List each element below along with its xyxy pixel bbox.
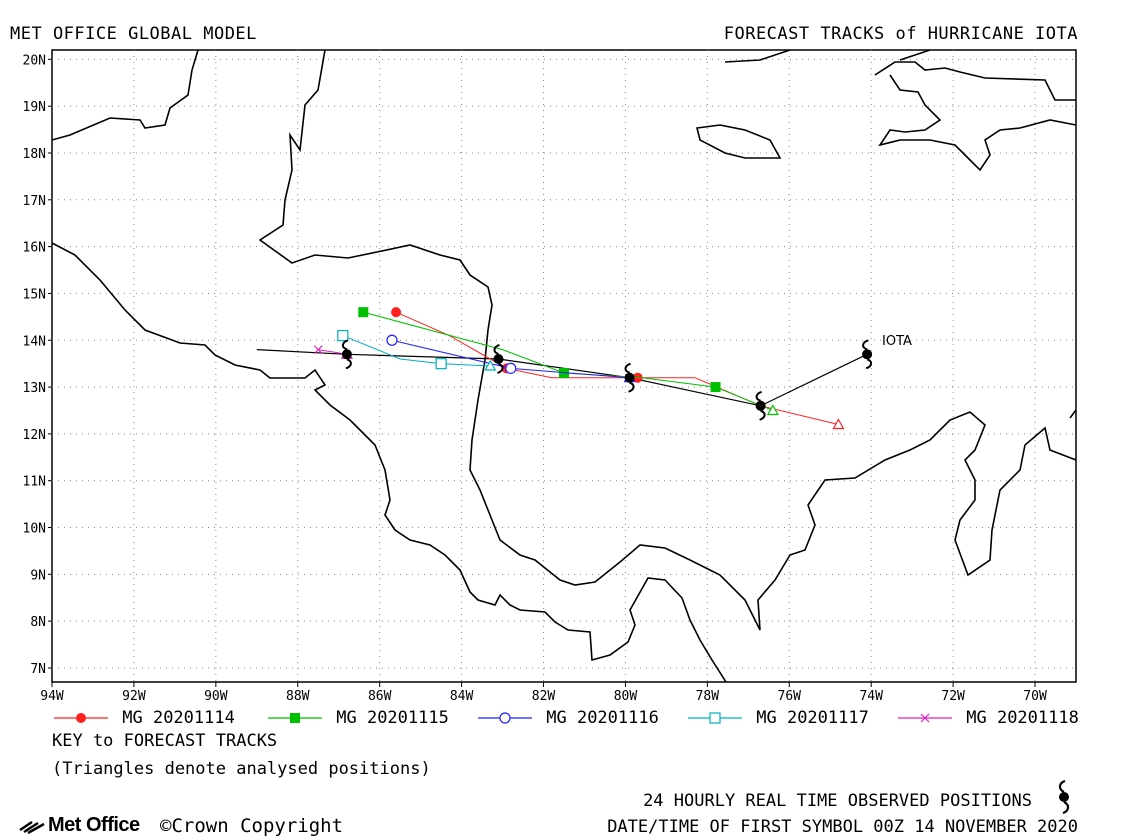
lon-tick-label: 88W [286, 689, 310, 700]
lat-tick-label: 17N [23, 194, 46, 209]
observed-track-extension [256, 349, 347, 355]
hurricane-symbol-icon [862, 339, 873, 370]
lon-tick-label: 82W [532, 689, 556, 700]
forecast-track-mg-20201118-marker [313, 345, 323, 355]
met-office-logo-icon [19, 820, 45, 834]
forecast-track-mg-20201115-marker [710, 382, 721, 393]
coastline-haiti [878, 74, 1077, 172]
forecast-track-mg-20201116-marker [505, 362, 517, 374]
coastline-yucatan [51, 49, 199, 141]
lat-lon-grid [48, 50, 1076, 687]
lon-tick-label: 84W [450, 689, 474, 700]
legend-label: MG 20201115 [336, 708, 449, 728]
coastline-belize [258, 49, 493, 361]
key-note: (Triangles denote analysed positions) [52, 759, 431, 779]
legend-marker-cross [898, 713, 952, 723]
coastline-cuba [724, 49, 791, 63]
lat-tick-label: 14N [23, 334, 46, 349]
legend-item-mg-20201114: MG 20201114 [50, 708, 235, 728]
forecast-track-mg-20201117-marker [435, 358, 447, 370]
lon-tick-label: 70W [1023, 689, 1047, 700]
hurricane-symbol-icon [341, 339, 352, 370]
legend-label: MG 20201118 [966, 708, 1079, 728]
forecast-track-mg-20201117-marker [337, 329, 349, 342]
legend-marker-filled-square [268, 713, 322, 723]
lat-tick-label: 12N [23, 428, 46, 443]
copyright: ©Crown Copyright [160, 815, 344, 837]
hurricane-symbol-icon [1058, 780, 1070, 814]
lat-tick-label: 10N [23, 522, 46, 537]
legend-label: MG 20201116 [546, 708, 659, 728]
lon-tick-label: 80W [614, 689, 638, 700]
lat-tick-label: 9N [30, 568, 46, 583]
lat-tick-label: 16N [23, 241, 46, 256]
hurricane-symbol-icon [624, 362, 635, 393]
storm-label: IOTA [882, 334, 912, 349]
map-frame [51, 49, 1077, 683]
lon-tick-label: 90W [204, 689, 228, 700]
legend-marker-open-square [688, 712, 742, 724]
first-symbol-datetime: DATE/TIME OF FIRST SYMBOL 00Z 14 NOVEMBE… [607, 817, 1078, 837]
lat-tick-label: 18N [23, 147, 46, 162]
lat-tick-label: 19N [23, 100, 46, 115]
lat-tick-label: 11N [23, 475, 46, 490]
legend: MG 20201114 MG 20201115 MG 20201116 MG 2… [50, 708, 1100, 730]
coastline-jamaica [696, 124, 782, 159]
lat-tick-label: 15N [23, 287, 46, 302]
coastline-hispaniola [874, 61, 1076, 101]
legend-marker-open-circle [478, 712, 532, 724]
forecast-track-mg-20201117-analysed-triangle [484, 359, 497, 371]
legend-item-mg-20201115: MG 20201115 [264, 708, 449, 728]
forecast-track-mg-20201114-marker [391, 307, 402, 318]
lat-tick-label: 7N [30, 662, 46, 677]
logo-text: Met Office [48, 814, 140, 836]
lon-tick-label: 86W [368, 689, 392, 700]
axis-labels: 94W 92W 90W 88W 86W 84W 82W 80W 78W 76W 74W 72W 70W 7… [23, 53, 1047, 700]
lon-tick-label: 72W [941, 689, 965, 700]
lat-tick-label: 13N [23, 381, 46, 396]
forecast-track-map: IOTA 94W 92W 90W 88W 86W 84W 82W 80W 78W 76W 74W 72… [23, 49, 1077, 700]
coastline-cuba-east [899, 49, 931, 61]
lon-tick-label: 92W [122, 689, 146, 700]
observed-positions-text: 24 HOURLY REAL TIME OBSERVED POSITIONS [643, 791, 1032, 811]
lon-tick-label: 76W [778, 689, 802, 700]
lat-tick-label: 8N [30, 615, 46, 630]
forecast-track-mg-20201115-analysed-triangle [766, 404, 779, 416]
key-title: KEY to FORECAST TRACKS [52, 731, 278, 751]
forecast-track-mg-20201116-marker [386, 334, 398, 346]
lat-tick-label: 20N [23, 53, 46, 68]
coastline-pacific [51, 242, 727, 683]
legend-item-mg-20201116: MG 20201116 [474, 708, 659, 728]
tracks [256, 307, 873, 430]
hurricane-symbol-icon [755, 390, 766, 421]
lon-tick-label: 74W [859, 689, 883, 700]
legend-marker-filled-circle [54, 713, 108, 723]
coastline-caribbean [469, 359, 1077, 631]
forecast-track-mg-20201114-analysed-triangle [832, 418, 845, 430]
hurricane-symbol-icon [493, 344, 504, 374]
title-left: MET OFFICE GLOBAL MODEL [10, 24, 257, 44]
legend-item-mg-20201117: MG 20201117 [684, 708, 869, 728]
title-right: FORECAST TRACKS of HURRICANE IOTA [723, 24, 1078, 44]
legend-label: MG 20201114 [122, 708, 235, 728]
legend-item-mg-20201118: MG 20201118 [894, 708, 1079, 728]
lon-tick-label: 78W [696, 689, 720, 700]
forecast-track-mg-20201117-line [342, 335, 491, 367]
coastline-colombia-east [1069, 409, 1077, 419]
met-office-logo: Met Office [18, 814, 140, 837]
lon-tick-label: 94W [40, 689, 64, 700]
coastlines [51, 49, 1077, 683]
legend-label: MG 20201117 [756, 708, 869, 728]
forecast-track-mg-20201115-marker [358, 307, 369, 318]
